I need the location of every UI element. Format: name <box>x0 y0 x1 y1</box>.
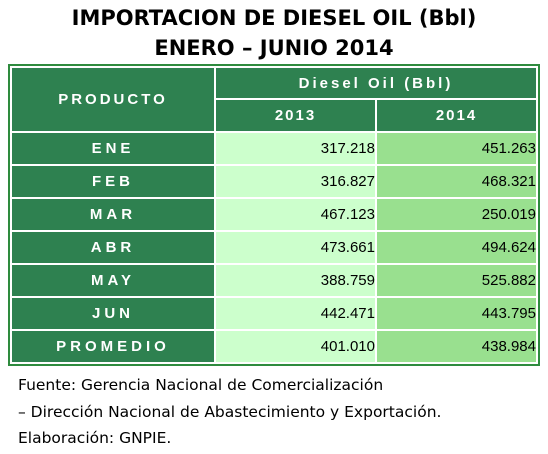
value-2014: 494.624 <box>375 230 538 265</box>
header-diesel-oil: Diesel Oil (Bbl) <box>214 66 538 100</box>
diesel-import-table: PRODUCTO Diesel Oil (Bbl) 2013 2014 ENE … <box>8 64 540 366</box>
row-label: FEB <box>10 164 216 199</box>
row-label: JUN <box>10 296 216 331</box>
row-label: ABR <box>10 230 216 265</box>
page-title: IMPORTACION DE DIESEL OIL (Bbl) <box>71 6 477 30</box>
value-2013: 473.661 <box>214 230 377 265</box>
page-subtitle: ENERO – JUNIO 2014 <box>154 36 394 60</box>
footnote-source: Fuente: Gerencia Nacional de Comercializ… <box>18 376 384 394</box>
footnote-author: Elaboración: GNPIE. <box>18 429 172 447</box>
table-row: ABR 473.661 494.624 <box>10 230 538 265</box>
value-2013: 442.471 <box>214 296 377 331</box>
header-product: PRODUCTO <box>10 66 216 133</box>
value-2014: 525.882 <box>375 263 538 298</box>
table-row: JUN 442.471 443.795 <box>10 296 538 331</box>
row-label: MAY <box>10 263 216 298</box>
value-2013: 401.010 <box>214 329 377 364</box>
row-label: MAR <box>10 197 216 232</box>
header-year-2014: 2014 <box>375 98 538 133</box>
table-row: ENE 317.218 451.263 <box>10 131 538 166</box>
row-label: PROMEDIO <box>10 329 216 364</box>
row-label: ENE <box>10 131 216 166</box>
value-2013: 467.123 <box>214 197 377 232</box>
table-row-average: PROMEDIO 401.010 438.984 <box>10 329 538 364</box>
value-2014: 468.321 <box>375 164 538 199</box>
value-2013: 316.827 <box>214 164 377 199</box>
table-row: MAY 388.759 525.882 <box>10 263 538 298</box>
value-2014: 438.984 <box>375 329 538 364</box>
value-2013: 388.759 <box>214 263 377 298</box>
value-2014: 250.019 <box>375 197 538 232</box>
value-2013: 317.218 <box>214 131 377 166</box>
table-row: FEB 316.827 468.321 <box>10 164 538 199</box>
value-2014: 451.263 <box>375 131 538 166</box>
footnote-source-continued: – Dirección Nacional de Abastecimiento y… <box>18 403 442 421</box>
value-2014: 443.795 <box>375 296 538 331</box>
table-row: MAR 467.123 250.019 <box>10 197 538 232</box>
header-year-2013: 2013 <box>214 98 377 133</box>
